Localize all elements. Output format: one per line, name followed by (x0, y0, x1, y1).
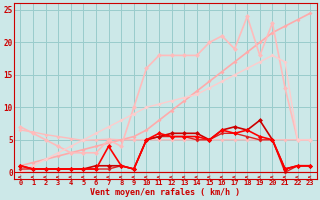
X-axis label: Vent moyen/en rafales ( km/h ): Vent moyen/en rafales ( km/h ) (90, 188, 240, 197)
